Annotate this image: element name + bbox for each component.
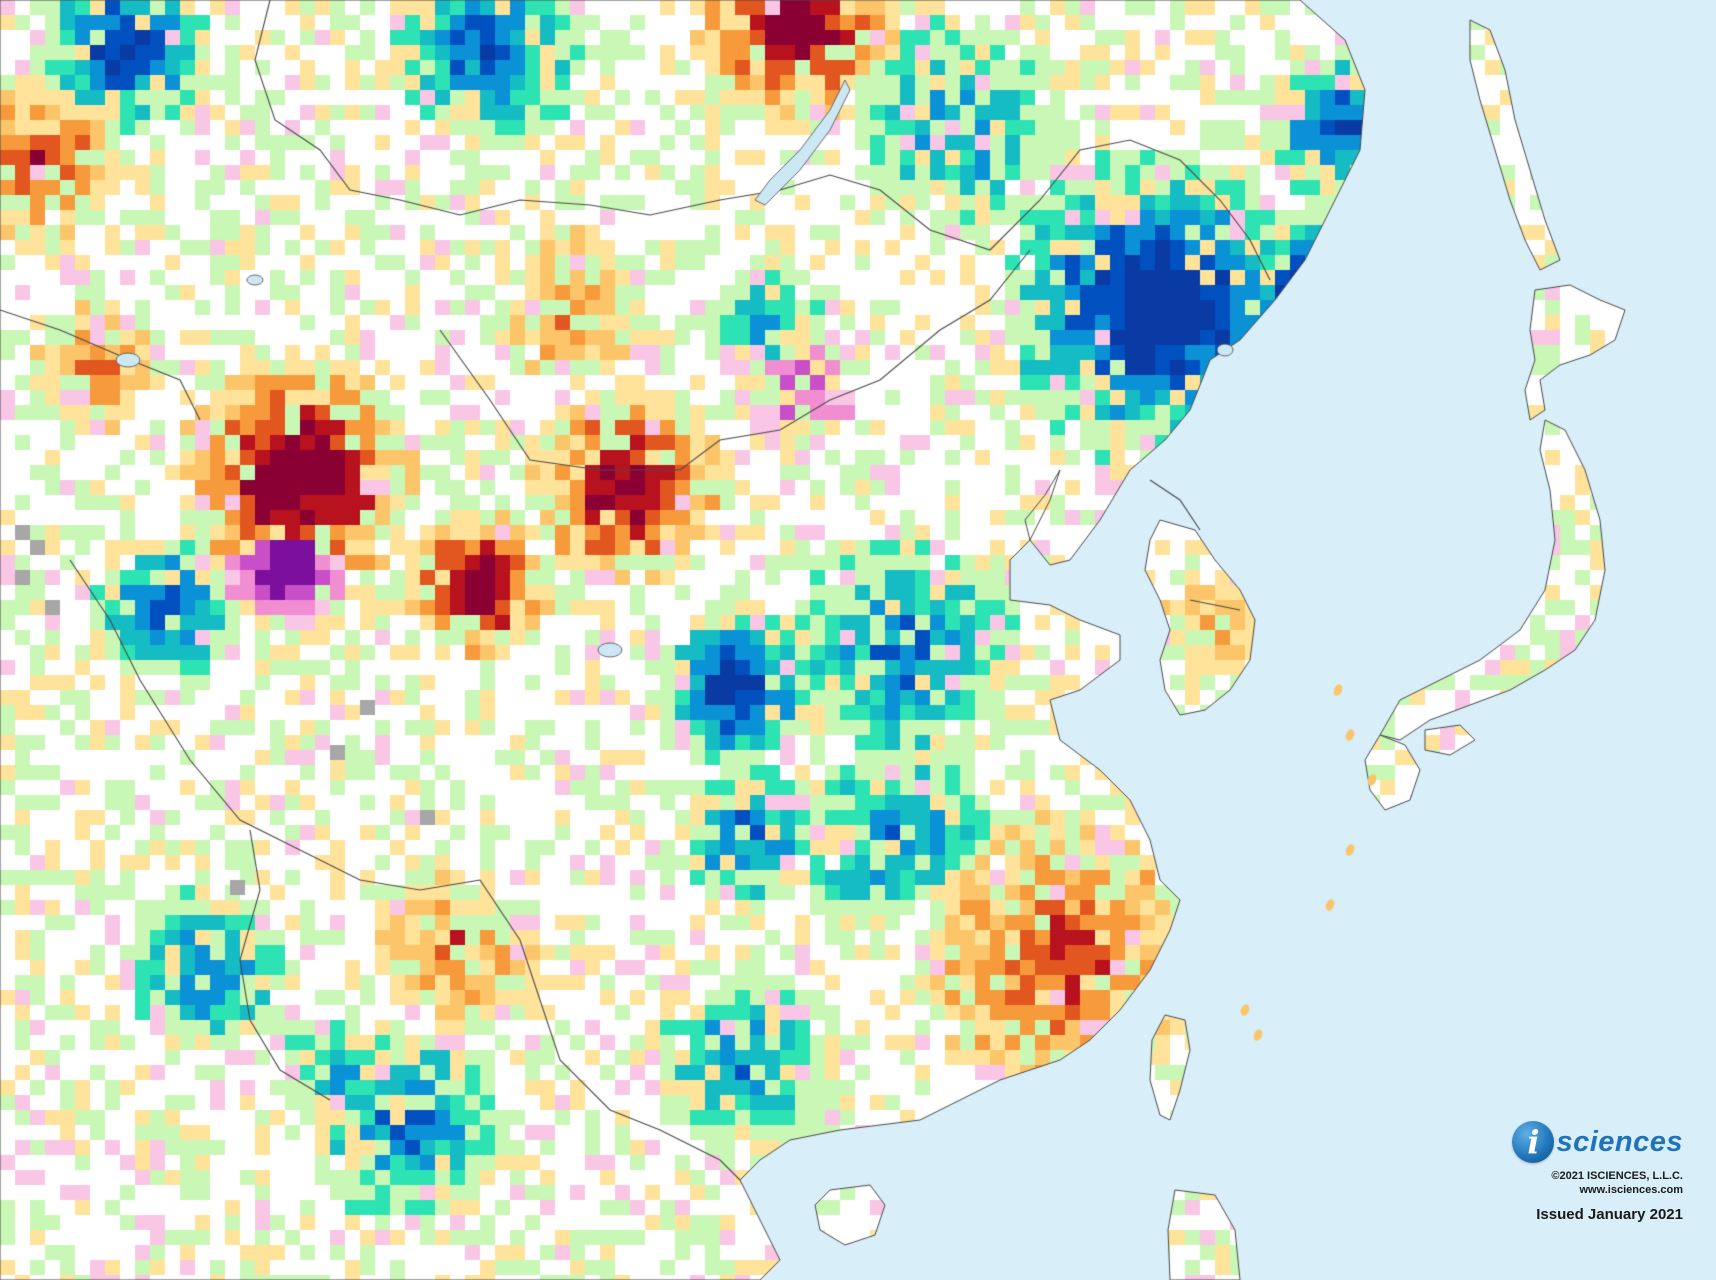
brand-logo[interactable]: i sciences — [1512, 1121, 1683, 1163]
copyright-text: ©2021 ISCIENCES, L.L.C. — [1551, 1170, 1683, 1182]
issued-date: Issued January 2021 — [1536, 1206, 1683, 1223]
isciences-globe-icon: i — [1512, 1121, 1555, 1163]
branding-block: i sciences ©2021 ISCIENCES, L.L.C. www.i… — [1512, 1121, 1683, 1223]
brand-name: sciences — [1556, 1125, 1683, 1158]
website-link[interactable]: www.isciences.com — [1579, 1184, 1683, 1196]
